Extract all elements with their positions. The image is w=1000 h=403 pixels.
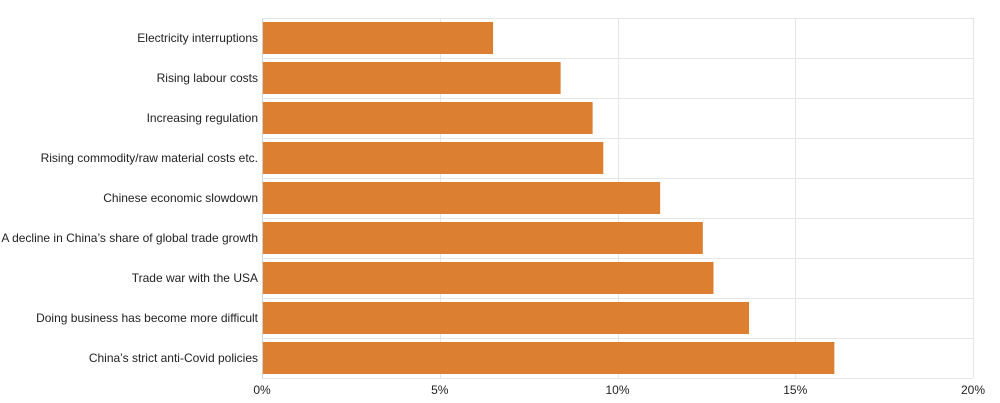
x-tick-label-4: 20% [961, 383, 985, 397]
bar-rising-commodity-raw-material-costs-etc [263, 142, 604, 174]
bar-layer [263, 22, 835, 374]
bar-a-decline-in-china-s-share-of-global-trade-growth [263, 222, 703, 254]
x-tick-label-3: 15% [783, 383, 807, 397]
category-label-a-decline-in-china-s-share-of-global-trade-growth: A decline in China’s share of global tra… [1, 231, 258, 245]
category-label-china-s-strict-anti-covid-policies: China’s strict anti-Covid policies [89, 351, 258, 365]
category-label-layer: Electricity interruptions Rising labour c… [1, 31, 258, 365]
bar-trade-war-with-the-usa [263, 262, 714, 294]
category-label-electricity-interruptions: Electricity interruptions [137, 31, 258, 45]
grid-layer [262, 18, 974, 379]
category-label-increasing-regulation: Increasing regulation [147, 111, 258, 125]
bar-doing-business-has-become-more-difficult [263, 302, 750, 334]
bar-china-s-strict-anti-covid-policies [263, 342, 835, 374]
category-label-rising-labour-costs: Rising labour costs [157, 71, 258, 85]
bar-chinese-economic-slowdown [263, 182, 661, 214]
bar-rising-labour-costs [263, 62, 561, 94]
category-label-rising-commodity-raw-material-costs-etc: Rising commodity/raw material costs etc. [41, 151, 258, 165]
x-tick-label-0: 0% [253, 383, 271, 397]
x-tick-label-2: 10% [605, 383, 629, 397]
category-label-doing-business-has-become-more-difficult: Doing business has become more difficult [36, 311, 259, 325]
x-tick-layer: 0% 5% 10% 15% 20% [253, 383, 985, 397]
category-label-trade-war-with-the-usa: Trade war with the USA [132, 271, 258, 285]
bar-increasing-regulation [263, 102, 593, 134]
bar-electricity-interruptions [263, 22, 494, 54]
x-tick-label-1: 5% [431, 383, 449, 397]
category-label-chinese-economic-slowdown: Chinese economic slowdown [103, 191, 258, 205]
